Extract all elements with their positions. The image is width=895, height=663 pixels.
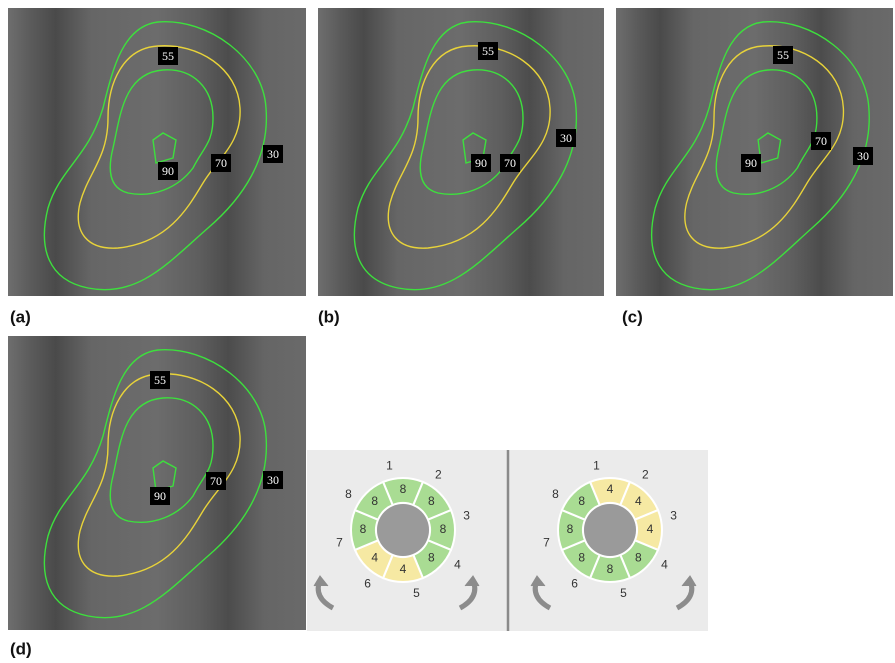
panel-label: (c) [622,307,643,326]
sector-number: 5 [620,586,627,600]
sector-number: 2 [642,468,649,482]
sector-number: 4 [454,558,461,572]
sector-value: 8 [371,494,378,508]
contour-label: 55 [162,49,174,63]
panel-label: (b) [318,307,340,326]
sector-value: 8 [607,562,614,576]
sector-number: 8 [552,487,559,501]
image-panel: 55 90 70 30 [318,8,604,296]
contour-label: 70 [504,156,516,170]
panel-label: (d) [10,639,32,658]
sector-value: 8 [428,550,435,564]
image-background [616,8,893,296]
sector-value: 8 [578,550,585,564]
sector-value: 4 [371,550,378,564]
image-panel: 55 90 70 30 [8,336,306,630]
sector-value: 4 [647,522,654,536]
sector-number: 1 [386,459,393,473]
sector-number: 6 [571,577,578,591]
sector-value: 8 [400,482,407,496]
sector-value: 4 [607,482,614,496]
sector-number: 3 [463,509,470,523]
sector-number: 8 [345,487,352,501]
sector-value: 4 [635,494,642,508]
sector-number: 3 [670,509,677,523]
sector-number: 7 [336,536,343,550]
ring-center [377,504,429,556]
sector-value: 8 [360,522,367,536]
ring-center [584,504,636,556]
contour-label: 90 [154,489,166,503]
image-background [318,8,604,296]
sector-number: 4 [661,558,668,572]
contour-label: 70 [815,134,827,148]
sector-number: 6 [364,577,371,591]
contour-label: 30 [267,473,279,487]
sector-value: 8 [567,522,574,536]
contour-label: 70 [215,156,227,170]
figure: 55907030(a)55907030(b)55907030(c)5590703… [0,0,895,663]
sector-value: 8 [428,494,435,508]
sector-number: 5 [413,586,420,600]
sector-value: 4 [400,562,407,576]
contour-label: 55 [154,373,166,387]
image-panel: 55 90 70 30 [8,8,306,296]
sector-value: 8 [440,522,447,536]
panel-label: (a) [10,307,31,326]
sector-value: 8 [635,550,642,564]
image-panel: 55 90 70 30 [616,8,893,296]
sector-number: 2 [435,468,442,482]
sector-value: 8 [578,494,585,508]
contour-label: 30 [560,131,572,145]
contour-label: 55 [777,48,789,62]
contour-label: 90 [745,156,757,170]
sector-number: 1 [593,459,600,473]
contour-label: 70 [210,474,222,488]
contour-label: 30 [267,147,279,161]
contour-label: 55 [482,44,494,58]
sector-number: 7 [543,536,550,550]
contour-label: 90 [162,164,174,178]
contour-label: 90 [475,156,487,170]
contour-label: 30 [857,149,869,163]
